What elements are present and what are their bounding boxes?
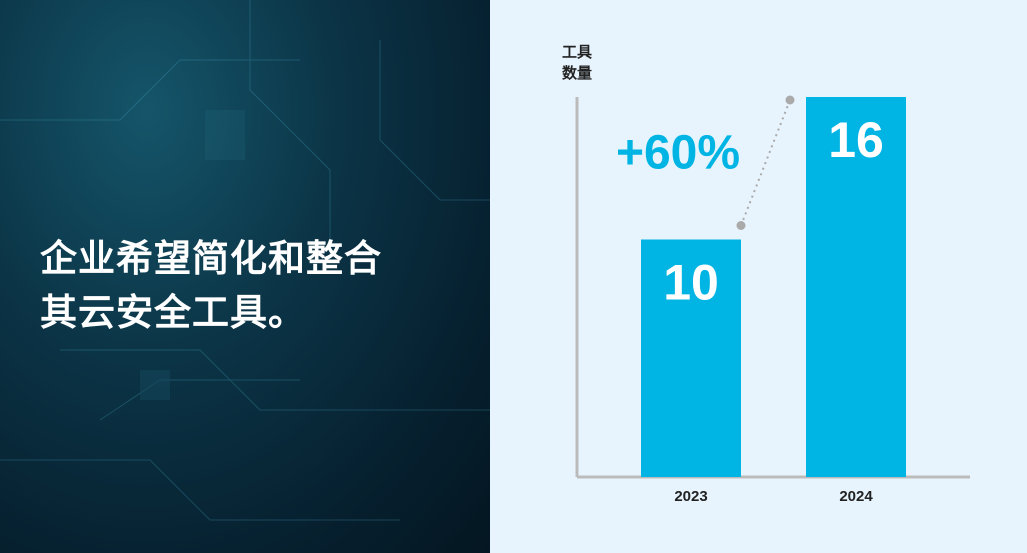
bar: [641, 239, 741, 477]
headline-panel: 企业希望简化和整合 其云安全工具。: [0, 0, 490, 553]
chart-background: [490, 0, 1027, 553]
growth-annotation: +60%: [616, 127, 740, 180]
y-axis-label: 数量: [562, 64, 592, 82]
connector-dot: [736, 221, 746, 230]
x-tick-label: 2023: [674, 488, 707, 505]
circuit-decoration: [0, 0, 490, 521]
chart: 工具 数量 +60% 10 2023 16 2024: [490, 0, 1027, 553]
value-label: 16: [828, 112, 884, 168]
value-label: 10: [663, 255, 719, 311]
x-tick-label: 2024: [839, 488, 873, 505]
connector-dot: [785, 95, 795, 105]
bar: [806, 97, 906, 477]
connector: [740, 99, 791, 226]
headline-line: 其云安全工具。: [40, 292, 306, 333]
y-axis-label: 工具: [562, 44, 592, 61]
headline-line: 企业希望简化和整合: [40, 238, 382, 279]
